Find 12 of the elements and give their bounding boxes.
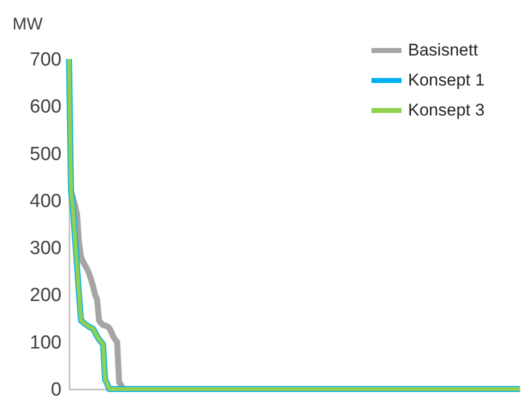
legend-label: Konsept 1 — [408, 70, 485, 90]
y-tick-label: 500 — [30, 144, 62, 165]
y-tick-label: 0 — [50, 380, 62, 400]
y-tick-label: 600 — [30, 96, 62, 118]
y-tick-label: 200 — [30, 285, 62, 306]
y-tick-label: 400 — [30, 190, 62, 212]
y-tick-label: 300 — [30, 238, 62, 260]
y-tick-label: 700 — [30, 50, 62, 70]
y-tick-label: 100 — [30, 332, 62, 354]
legend-label: Basisnett — [408, 40, 478, 60]
legend-label: Konsept 3 — [408, 100, 485, 120]
y-axis-title: MW — [12, 14, 43, 34]
